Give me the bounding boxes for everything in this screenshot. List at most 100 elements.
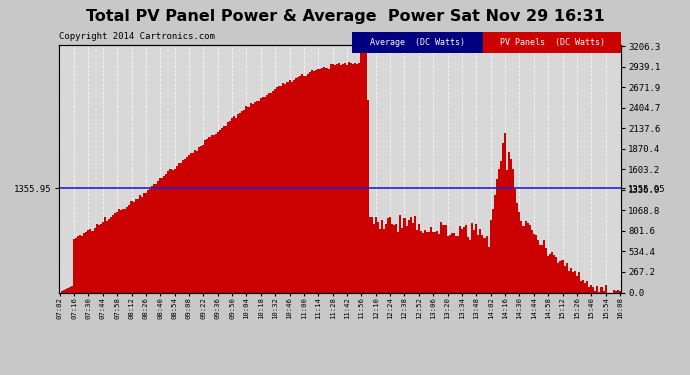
Bar: [262, 97, 264, 292]
Bar: [424, 230, 426, 292]
Bar: [83, 234, 86, 292]
Bar: [529, 225, 531, 292]
Bar: [555, 256, 558, 292]
Bar: [484, 238, 486, 292]
Bar: [348, 62, 350, 292]
Bar: [324, 68, 326, 292]
Bar: [448, 235, 451, 292]
Bar: [250, 103, 252, 292]
Bar: [221, 128, 223, 292]
Bar: [391, 224, 393, 292]
Bar: [305, 76, 307, 292]
Bar: [229, 121, 231, 292]
Bar: [110, 217, 112, 292]
Text: PV Panels  (DC Watts): PV Panels (DC Watts): [500, 38, 604, 47]
Bar: [101, 222, 104, 292]
Text: Copyright 2014 Cartronics.com: Copyright 2014 Cartronics.com: [59, 32, 215, 41]
Bar: [434, 232, 436, 292]
Bar: [535, 235, 537, 292]
Bar: [584, 283, 586, 292]
Bar: [545, 248, 547, 292]
Bar: [514, 189, 516, 292]
Bar: [69, 287, 71, 292]
Bar: [465, 225, 467, 292]
Bar: [520, 221, 522, 292]
Bar: [96, 224, 98, 292]
Bar: [613, 290, 615, 292]
Bar: [504, 133, 506, 292]
Bar: [188, 154, 190, 292]
Bar: [307, 74, 309, 292]
Bar: [426, 232, 428, 292]
Bar: [512, 169, 514, 292]
Bar: [375, 217, 377, 292]
Bar: [486, 236, 488, 292]
Bar: [168, 171, 170, 292]
Bar: [322, 69, 324, 292]
Bar: [451, 234, 453, 292]
Bar: [166, 174, 168, 292]
Bar: [510, 159, 512, 292]
Bar: [524, 221, 526, 292]
Bar: [71, 286, 73, 292]
Bar: [246, 106, 248, 292]
Bar: [174, 169, 176, 292]
Bar: [428, 232, 430, 292]
Bar: [393, 225, 395, 292]
Bar: [235, 117, 237, 292]
Bar: [354, 63, 356, 292]
Bar: [112, 215, 114, 292]
Bar: [397, 232, 400, 292]
Bar: [368, 217, 371, 292]
Bar: [282, 82, 284, 292]
Bar: [381, 220, 383, 292]
Bar: [418, 224, 420, 292]
Bar: [116, 213, 118, 292]
Bar: [92, 231, 94, 292]
Bar: [414, 216, 416, 292]
Bar: [254, 102, 256, 292]
Bar: [293, 80, 295, 292]
Bar: [471, 223, 473, 292]
Bar: [342, 64, 344, 292]
Bar: [196, 151, 198, 292]
Bar: [202, 145, 204, 292]
Bar: [412, 223, 414, 292]
Bar: [297, 77, 299, 292]
Bar: [533, 234, 535, 292]
Bar: [334, 65, 336, 292]
Bar: [86, 232, 88, 292]
Bar: [522, 226, 524, 292]
Bar: [455, 236, 457, 292]
Bar: [276, 87, 278, 292]
Bar: [549, 254, 551, 292]
Bar: [290, 82, 293, 292]
Bar: [440, 222, 442, 292]
Bar: [496, 178, 498, 292]
Bar: [602, 291, 604, 292]
Bar: [170, 170, 172, 292]
Bar: [553, 255, 555, 292]
Bar: [114, 213, 116, 292]
Bar: [578, 272, 580, 292]
Bar: [181, 159, 184, 292]
Bar: [366, 100, 368, 292]
Bar: [404, 218, 406, 292]
Bar: [594, 291, 596, 292]
Bar: [543, 240, 545, 292]
Bar: [336, 64, 338, 292]
Bar: [420, 231, 422, 292]
Bar: [328, 69, 330, 292]
Bar: [576, 276, 578, 292]
Bar: [332, 64, 334, 292]
Bar: [137, 198, 139, 292]
Bar: [206, 139, 208, 292]
Bar: [139, 195, 141, 292]
Bar: [406, 226, 408, 292]
Bar: [239, 113, 241, 292]
Bar: [410, 217, 412, 292]
Text: Total PV Panel Power & Average  Power Sat Nov 29 16:31: Total PV Panel Power & Average Power Sat…: [86, 9, 604, 24]
Bar: [475, 224, 477, 292]
Bar: [233, 116, 235, 292]
Bar: [379, 229, 381, 292]
